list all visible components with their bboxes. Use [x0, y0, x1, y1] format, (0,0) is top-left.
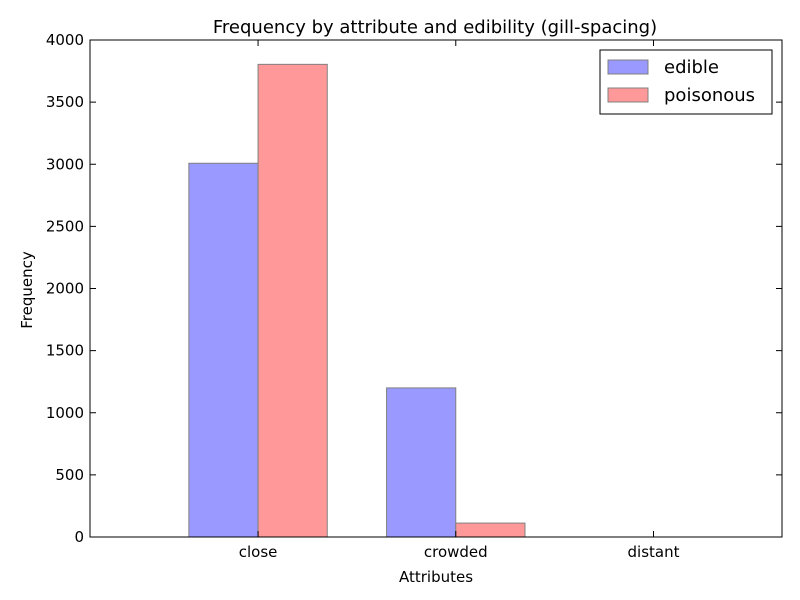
y-tick-label: 3500: [46, 93, 84, 111]
bar-edible-crowded: [386, 387, 457, 538]
x-tick-label: close: [239, 543, 278, 561]
y-tick-label: 2500: [46, 217, 84, 235]
y-tick-label: 500: [55, 466, 84, 484]
y-tick-label: 2000: [46, 280, 84, 298]
y-tick-label: 1000: [46, 404, 84, 422]
x-axis-label: Attributes: [399, 568, 473, 586]
legend-swatch-poisonous: [607, 87, 649, 103]
x-tick-label: crowded: [424, 543, 488, 561]
y-tick-label: 3000: [46, 155, 84, 173]
bar-poisonous-crowded: [455, 522, 526, 538]
legend-swatch-edible: [607, 59, 649, 75]
y-axis-label: Frequency: [18, 251, 36, 329]
x-axis: close crowded distant: [239, 40, 680, 561]
y-tick-label: 1500: [46, 342, 84, 360]
legend-label-edible: edible: [664, 57, 719, 78]
legend: edible poisonous: [599, 49, 773, 115]
legend-label-poisonous: poisonous: [664, 85, 755, 106]
bar-poisonous-close: [257, 63, 328, 538]
bars-group: [188, 63, 526, 538]
y-axis: 0 500 1000 1500 2000 2500 3000 3500 4000: [46, 31, 782, 546]
y-tick-label: 0: [74, 528, 84, 546]
chart-title: Frequency by attribute and edibility (gi…: [213, 17, 657, 38]
y-tick-label: 4000: [46, 31, 84, 49]
bar-edible-close: [188, 162, 259, 538]
x-tick-label: distant: [628, 543, 680, 561]
